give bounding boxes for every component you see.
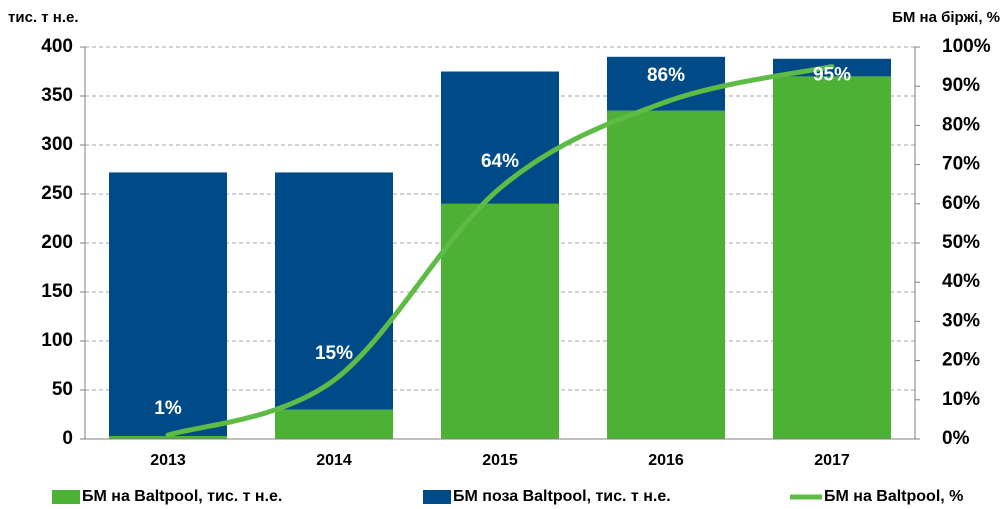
x-tick-label: 2013 — [150, 452, 186, 469]
x-tick-label: 2017 — [814, 452, 850, 469]
bar — [441, 71, 559, 204]
bar — [275, 172, 393, 410]
data-label: 86% — [647, 65, 685, 86]
legend-label: БМ на Baltpool, тис. т н.е. — [82, 488, 282, 505]
y-tick-label: 300 — [41, 134, 73, 155]
y2-tick-label: 50% — [942, 232, 980, 253]
y2-tick-label: 100% — [942, 36, 991, 57]
y2-tick-label: 30% — [942, 310, 980, 331]
y2-tick-label: 0% — [942, 428, 970, 449]
data-label: 64% — [481, 151, 519, 172]
y-axis-title: тис. т н.е. — [8, 9, 79, 26]
bar — [441, 203, 559, 439]
y2-tick-label: 60% — [942, 193, 980, 214]
y-tick-label: 0 — [62, 428, 73, 449]
y2-tick-label: 80% — [942, 114, 980, 135]
data-label: 15% — [315, 343, 353, 364]
y2-tick-label: 10% — [942, 389, 980, 410]
line — [165, 64, 835, 438]
y-tick-label: 200 — [41, 232, 73, 253]
data-label: 1% — [154, 398, 182, 419]
legend-swatch — [52, 490, 80, 504]
x-tick-label: 2015 — [482, 452, 518, 469]
data-label: 95% — [813, 65, 851, 86]
y-tick-label: 50 — [52, 379, 73, 400]
y-tick-label: 250 — [41, 183, 73, 204]
y-tick-label: 100 — [41, 330, 73, 351]
x-tick-label: 2014 — [316, 452, 352, 469]
y2-tick-label: 70% — [942, 154, 980, 175]
legend-label: БМ поза Baltpool, тис. т н.е. — [453, 488, 671, 505]
y-tick-label: 150 — [41, 281, 73, 302]
y-tick-label: 350 — [41, 85, 73, 106]
bar — [109, 172, 227, 437]
y2-tick-label: 20% — [942, 350, 980, 371]
bar — [773, 76, 891, 440]
bar — [607, 110, 725, 439]
x-tick-label: 2016 — [648, 452, 684, 469]
y2-tick-label: 40% — [942, 271, 980, 292]
y2-tick-label: 90% — [942, 75, 980, 96]
legend-label: БМ на Baltpool, % — [824, 488, 963, 505]
bar — [275, 409, 393, 439]
y2-axis-title: БМ на біржі, % — [892, 9, 1000, 26]
legend-swatch — [423, 490, 451, 504]
y-tick-label: 400 — [41, 36, 73, 57]
